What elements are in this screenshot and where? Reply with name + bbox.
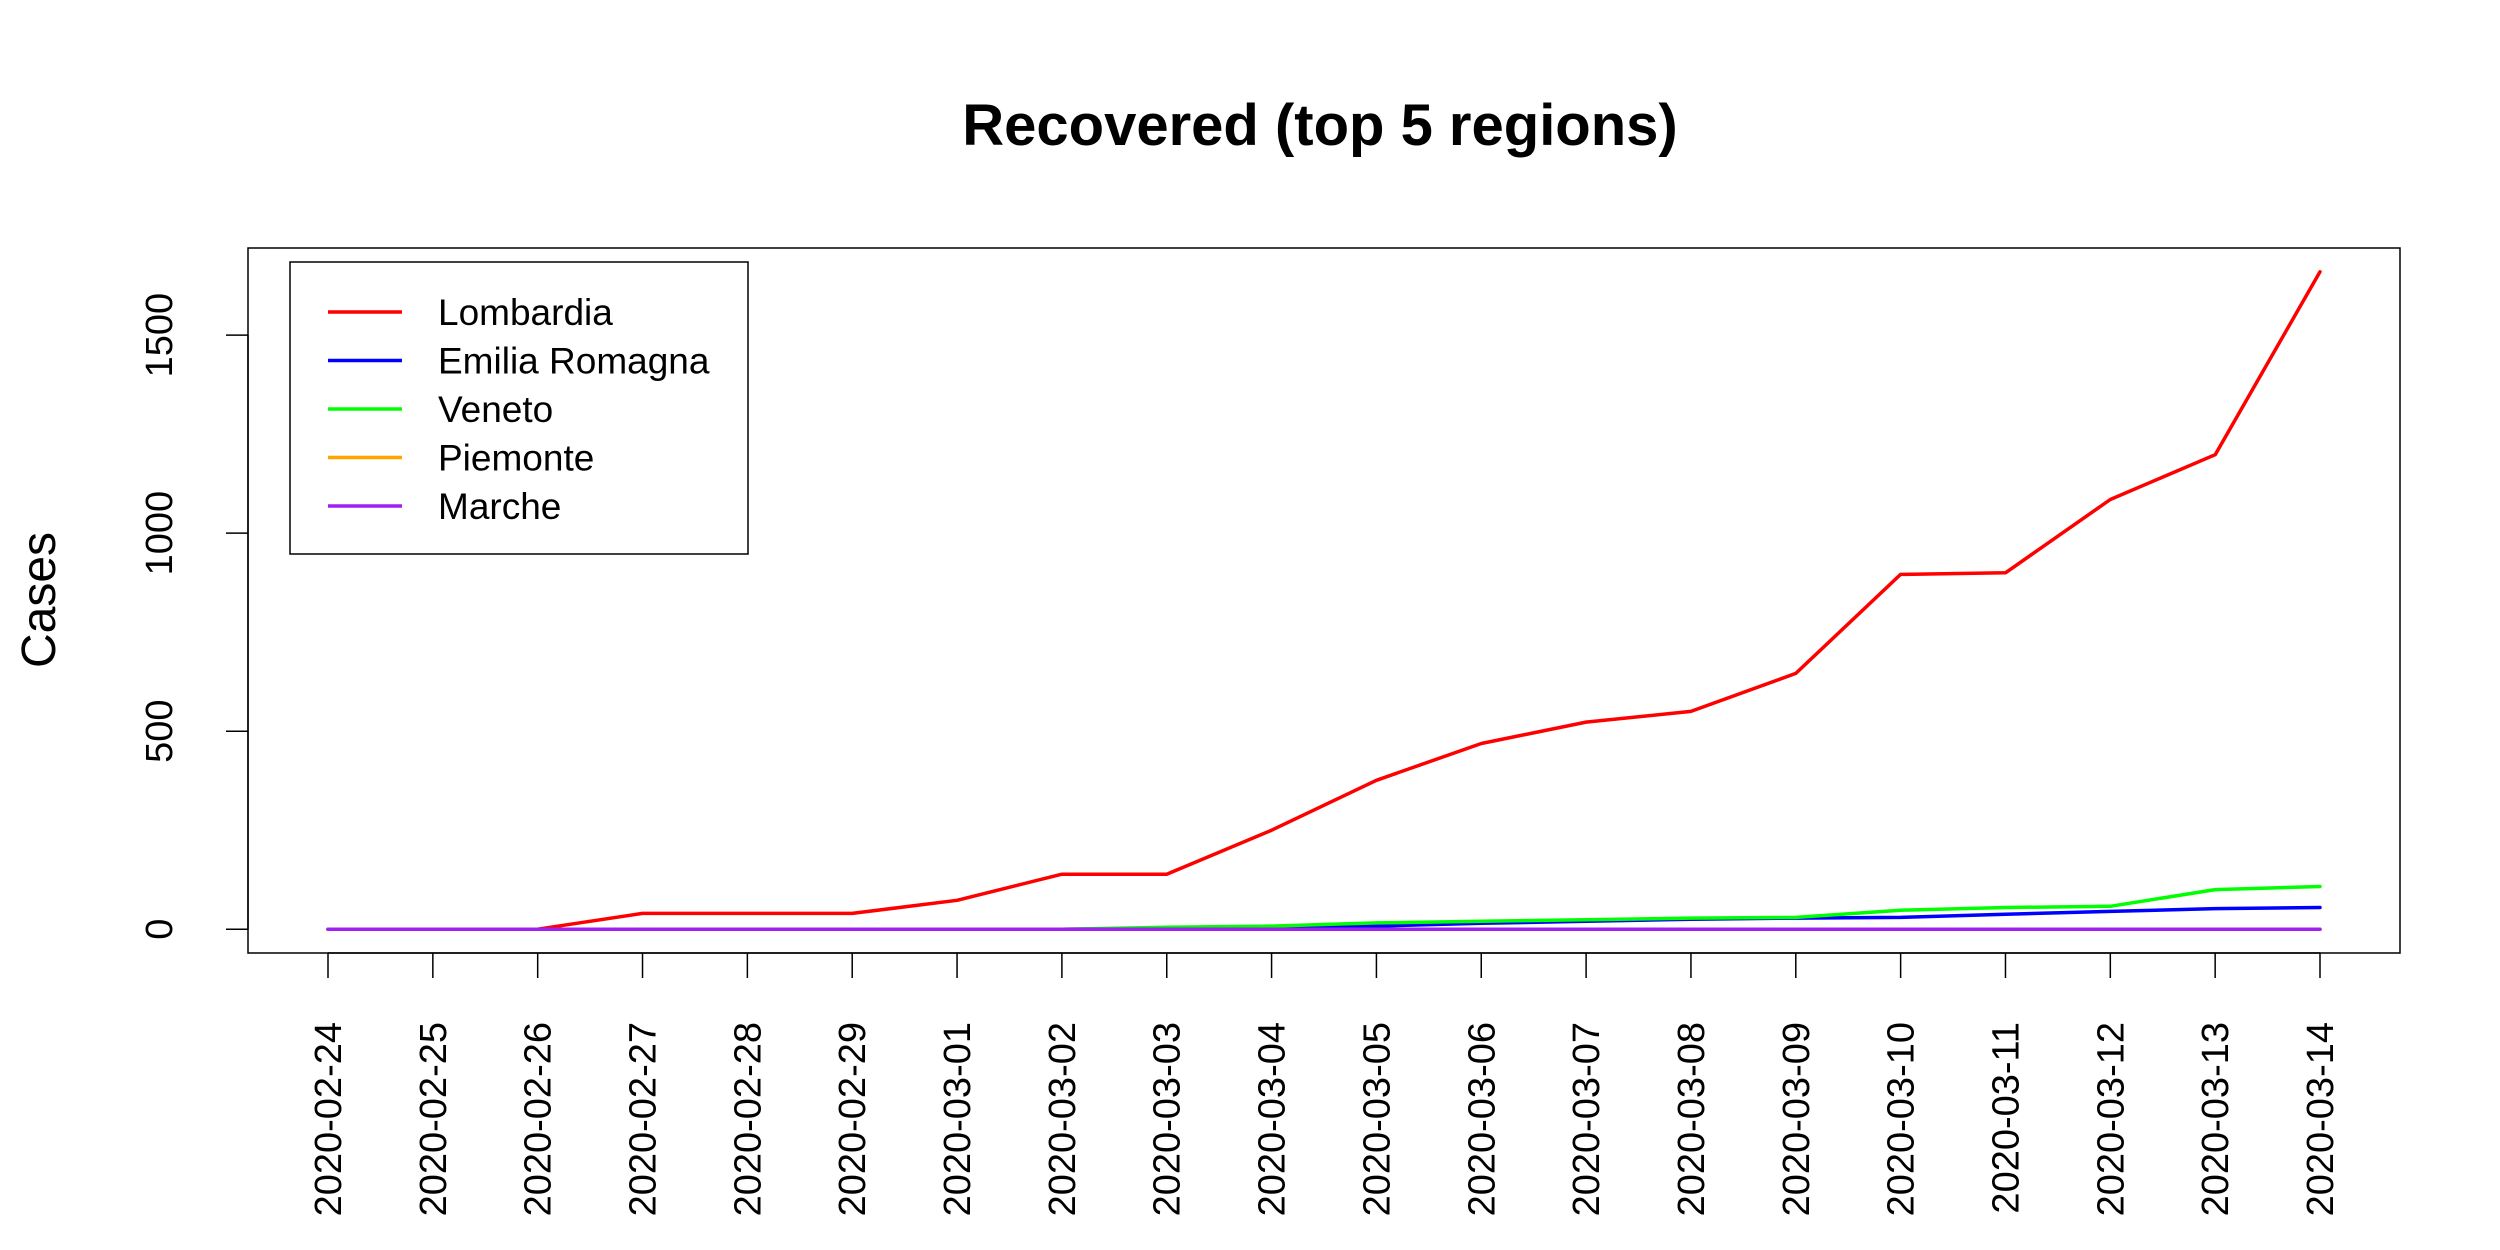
x-tick-label: 2020-03-09 [1776,1022,1818,1216]
legend-box [289,261,749,555]
x-tick-label: 2020-03-07 [1566,1022,1608,1216]
x-tick-label: 2020-03-10 [1881,1022,1923,1216]
x-tick-label: 2020-02-25 [413,1022,455,1216]
y-tick-label: 0 [139,919,181,940]
legend-label: Lombardia [438,292,613,333]
chart-title: Recovered (top 5 regions) [962,93,1677,158]
x-tick-label: 2020-03-03 [1147,1022,1189,1216]
series-line-veneto [326,884,2322,931]
legend: Lombardia Emilia Romagna Veneto Piemonte Mar… [289,261,749,555]
y-tick-label: 500 [139,699,181,762]
x-tick-label: 2020-03-12 [2090,1022,2132,1216]
legend-label: Veneto [438,389,553,430]
x-tick-label: 2020-03-05 [1356,1022,1398,1216]
series-line-lombardia [326,270,2322,931]
x-tick-label: 2020-02-29 [832,1022,874,1216]
x-tick-label: 2020-02-24 [308,1022,350,1216]
x-tick-label: 2020-03-11 [1985,1022,2027,1214]
x-tick-label: 2020-03-04 [1252,1022,1294,1216]
series-lines [326,270,2322,931]
x-tick-label: 2020-02-26 [518,1022,560,1216]
x-tick-label: 2020-03-06 [1461,1022,1503,1216]
x-tick-label: 2020-03-13 [2195,1022,2237,1216]
x-tick-label: 2020-03-08 [1671,1022,1713,1216]
legend-label: Emilia Romagna [438,341,710,382]
x-tick-label: 2020-03-14 [2300,1022,2342,1216]
y-axis-label: Cases [13,532,66,668]
y-axis: 0 500 1000 1500 [139,293,249,940]
x-tick-label: 2020-02-27 [623,1022,665,1216]
x-axis: 2020-02-24 2020-02-25 2020-02-26 2020-02-27… [308,952,2342,1216]
x-tick-label: 2020-03-01 [937,1022,979,1216]
y-tick-label: 1000 [139,491,181,576]
legend-label: Piemonte [438,438,594,479]
legend-label: Marche [438,486,561,527]
x-tick-label: 2020-03-02 [1042,1022,1084,1216]
y-tick-label: 1500 [139,293,181,378]
x-tick-label: 2020-02-28 [727,1022,769,1216]
